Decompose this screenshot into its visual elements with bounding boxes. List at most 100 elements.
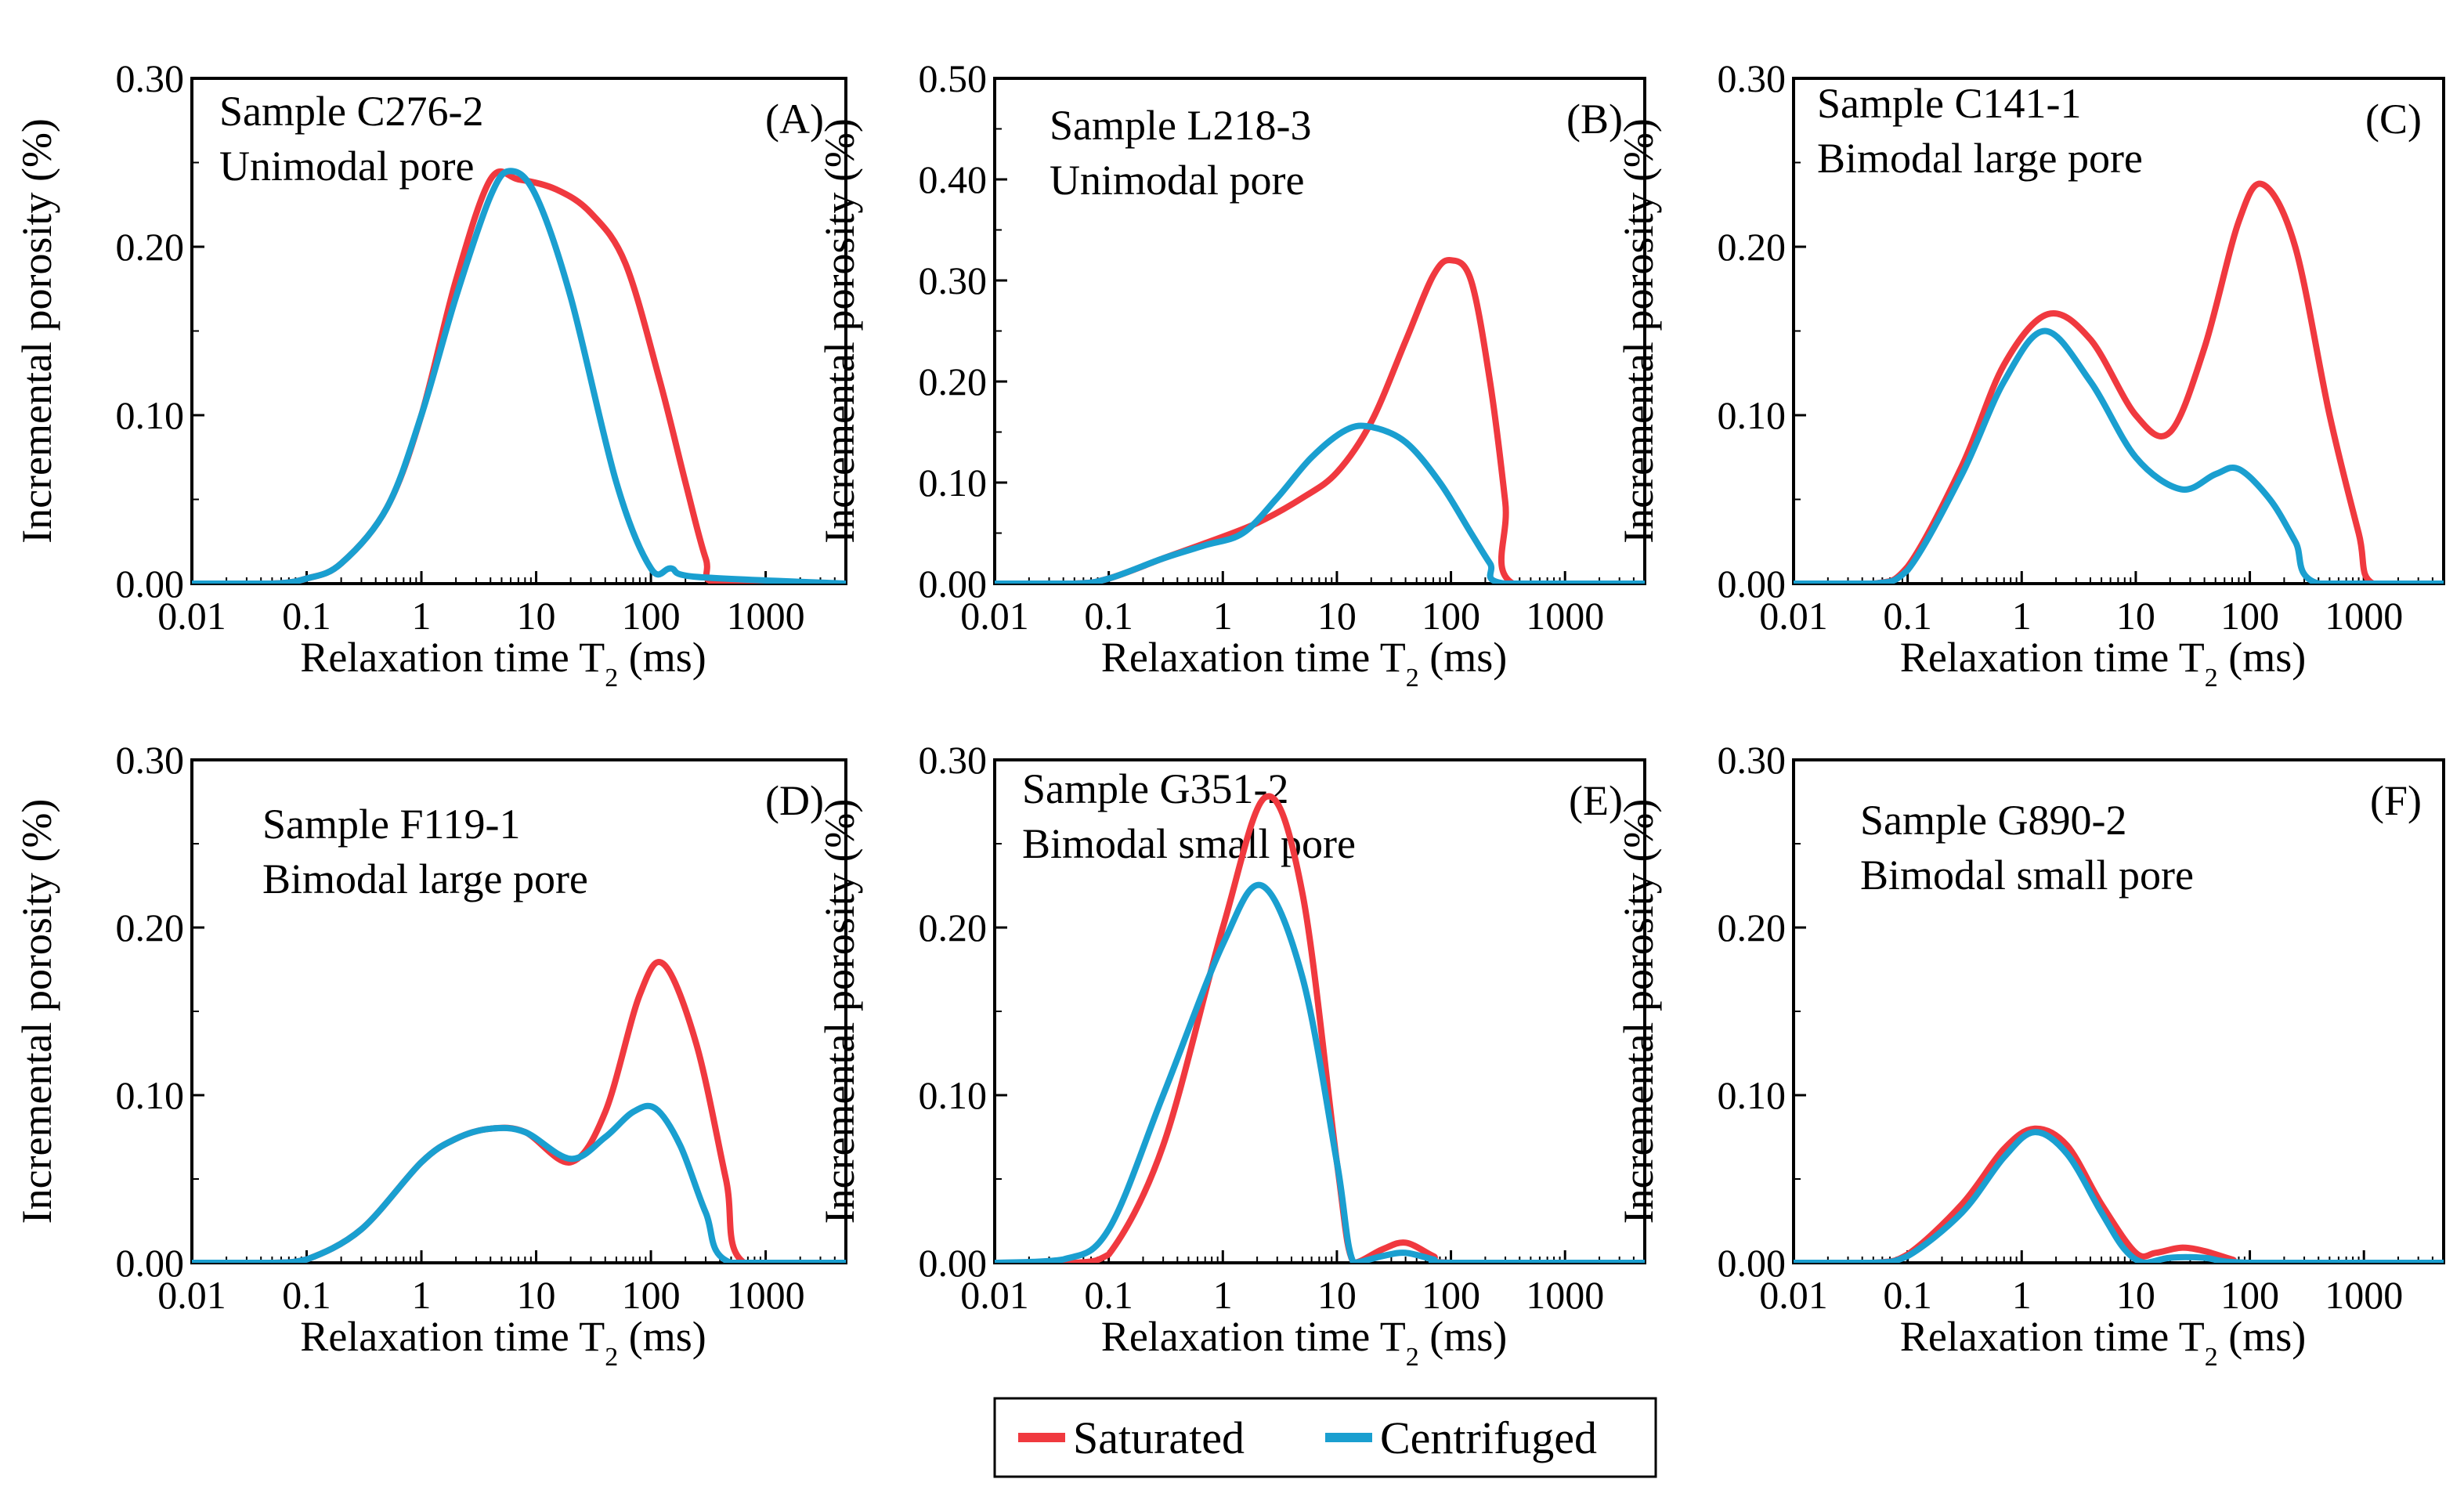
y-tick-label: 0.10 xyxy=(1718,1073,1787,1117)
x-axis-label: Relaxation time T2 (ms) xyxy=(1101,634,1507,693)
y-axis-label: Incremental porosity (%) xyxy=(816,118,863,544)
y-tick-label: 0.30 xyxy=(116,738,185,782)
series-line-centrifuged xyxy=(995,422,1645,584)
panel-c: 0.01 0.1 1 10 100 1000 0.00 0.10 0.20 0.30 Relaxat… xyxy=(1615,56,2445,693)
y-tick-label: 0.20 xyxy=(116,225,185,269)
x-tick-label: 0.1 xyxy=(1084,1273,1133,1317)
sample-title: Sample F119-1 xyxy=(262,801,520,848)
series-line-saturated xyxy=(1794,180,2444,584)
y-tick-label: 0.20 xyxy=(919,906,988,949)
panel-d: 0.01 0.1 1 10 100 1000 0.00 0.10 0.20 0.30 Relaxat… xyxy=(13,738,847,1372)
sample-title: Sample C276-2 xyxy=(219,88,483,135)
x-tick-label: 1000 xyxy=(2325,594,2403,638)
x-tick-label: 10 xyxy=(1317,1273,1357,1317)
series-line-saturated xyxy=(995,257,1645,584)
sample-title: Sample G890-2 xyxy=(1860,797,2126,844)
y-tick-label: 0.30 xyxy=(919,259,988,302)
panel-letter: (C) xyxy=(2365,96,2422,143)
panel-letter: (B) xyxy=(1566,96,1623,143)
legend-box xyxy=(993,1397,1657,1478)
pore-type-label: Bimodal large pore xyxy=(1817,135,2143,182)
series-line-centrifuged xyxy=(192,1102,846,1263)
x-tick-label: 0.1 xyxy=(1883,594,1932,638)
y-tick-label: 0.10 xyxy=(1718,393,1787,437)
x-tick-label: 10 xyxy=(2116,1273,2155,1317)
panel-letter: (A) xyxy=(765,96,824,143)
y-axis-label: Incremental porosity (%) xyxy=(13,799,60,1224)
x-tick-label: 10 xyxy=(2116,594,2155,638)
x-tick-label: 100 xyxy=(2220,1273,2279,1317)
panel-e: 0.01 0.1 1 10 100 1000 0.00 0.10 0.20 0.30 Relaxat… xyxy=(816,738,1646,1372)
x-tick-label: 100 xyxy=(1422,594,1480,638)
y-tick-label: 0.30 xyxy=(1718,56,1787,100)
y-tick-label: 0.00 xyxy=(116,562,185,606)
y-tick-label: 0.10 xyxy=(919,461,988,505)
series-line-saturated xyxy=(192,168,846,584)
y-axis-label: Incremental porosity (%) xyxy=(1615,799,1662,1224)
x-tick-label: 1 xyxy=(2012,594,2032,638)
series-line-centrifuged xyxy=(995,881,1645,1263)
plot-frame xyxy=(993,77,1646,585)
x-tick-label: 100 xyxy=(2220,594,2279,638)
panel-letter: (F) xyxy=(2370,777,2422,824)
x-tick-label: 100 xyxy=(622,1273,681,1317)
x-axis-label: Relaxation time T2 (ms) xyxy=(300,1313,706,1372)
x-tick-label: 0.1 xyxy=(1883,1273,1932,1317)
x-tick-label: 0.1 xyxy=(1084,594,1133,638)
panel-f: 0.01 0.1 1 10 100 1000 0.00 0.10 0.20 0.30 Relaxat… xyxy=(1615,738,2445,1372)
y-tick-label: 0.00 xyxy=(116,1241,185,1285)
panel-a: 0.01 0.1 1 10 100 1000 0.00 0.10 0.20 0.30 Relaxat… xyxy=(13,56,847,693)
x-tick-label: 1000 xyxy=(727,594,805,638)
x-tick-label: 1 xyxy=(1213,594,1233,638)
x-tick-label: 10 xyxy=(517,1273,556,1317)
pore-type-label: Bimodal large pore xyxy=(262,855,588,902)
panel-b: 0.01 0.1 1 10 100 1000 0.00 0.10 0.20 0.30 0.40 0.5… xyxy=(816,56,1646,693)
y-axis-label: Incremental porosity (%) xyxy=(13,118,60,544)
y-tick-label: 0.50 xyxy=(919,56,988,100)
x-tick-label: 1 xyxy=(2012,1273,2032,1317)
y-tick-label: 0.10 xyxy=(116,393,185,437)
x-tick-label: 0.01 xyxy=(1759,594,1828,638)
legend-label-saturated: Saturated xyxy=(1073,1412,1245,1463)
x-axis-label: Relaxation time T2 (ms) xyxy=(1101,1313,1507,1372)
x-tick-label: 1000 xyxy=(1526,1273,1604,1317)
pore-type-label: Unimodal pore xyxy=(219,143,474,190)
pore-type-label: Unimodal pore xyxy=(1050,157,1304,204)
x-tick-label: 0.01 xyxy=(1759,1273,1828,1317)
y-tick-label: 0.30 xyxy=(919,738,988,782)
y-tick-label: 0.30 xyxy=(116,56,185,100)
x-tick-label: 100 xyxy=(622,594,681,638)
x-axis-label: Relaxation time T2 (ms) xyxy=(1900,1313,2306,1372)
y-tick-label: 0.10 xyxy=(116,1073,185,1117)
y-tick-label: 0.00 xyxy=(1718,1241,1787,1285)
y-tick-label: 0.00 xyxy=(1718,562,1787,606)
y-tick-label: 0.40 xyxy=(919,157,988,201)
series-line-centrifuged xyxy=(192,168,846,584)
x-tick-label: 1000 xyxy=(2325,1273,2403,1317)
x-axis-label: Relaxation time T2 (ms) xyxy=(300,634,706,693)
y-tick-label: 0.10 xyxy=(919,1073,988,1117)
y-tick-label: 0.30 xyxy=(1718,738,1787,782)
x-tick-label: 10 xyxy=(1317,594,1357,638)
series-line-centrifuged xyxy=(1794,1129,2444,1263)
x-tick-label: 1 xyxy=(1213,1273,1233,1317)
y-axis-label: Incremental porosity (%) xyxy=(1615,118,1662,544)
x-axis-label: Relaxation time T2 (ms) xyxy=(1900,634,2306,693)
pore-type-label: Bimodal small pore xyxy=(1860,852,2194,899)
x-tick-label: 0.01 xyxy=(960,1273,1029,1317)
y-tick-label: 0.20 xyxy=(1718,225,1787,269)
series-line-centrifuged xyxy=(1794,327,2444,584)
x-tick-label: 100 xyxy=(1422,1273,1480,1317)
x-tick-label: 0.01 xyxy=(960,594,1029,638)
y-tick-label: 0.20 xyxy=(1718,906,1787,949)
legend: Saturated Centrifuged xyxy=(993,1397,1657,1478)
panel-letter: (E) xyxy=(1569,777,1623,824)
x-tick-label: 1000 xyxy=(727,1273,805,1317)
legend-label-centrifuged: Centrifuged xyxy=(1380,1412,1597,1463)
x-tick-label: 10 xyxy=(517,594,556,638)
x-tick-label: 0.1 xyxy=(282,594,331,638)
x-tick-label: 0.1 xyxy=(282,1273,331,1317)
pore-type-label: Bimodal small pore xyxy=(1022,820,1356,867)
y-tick-label: 0.00 xyxy=(919,1241,988,1285)
